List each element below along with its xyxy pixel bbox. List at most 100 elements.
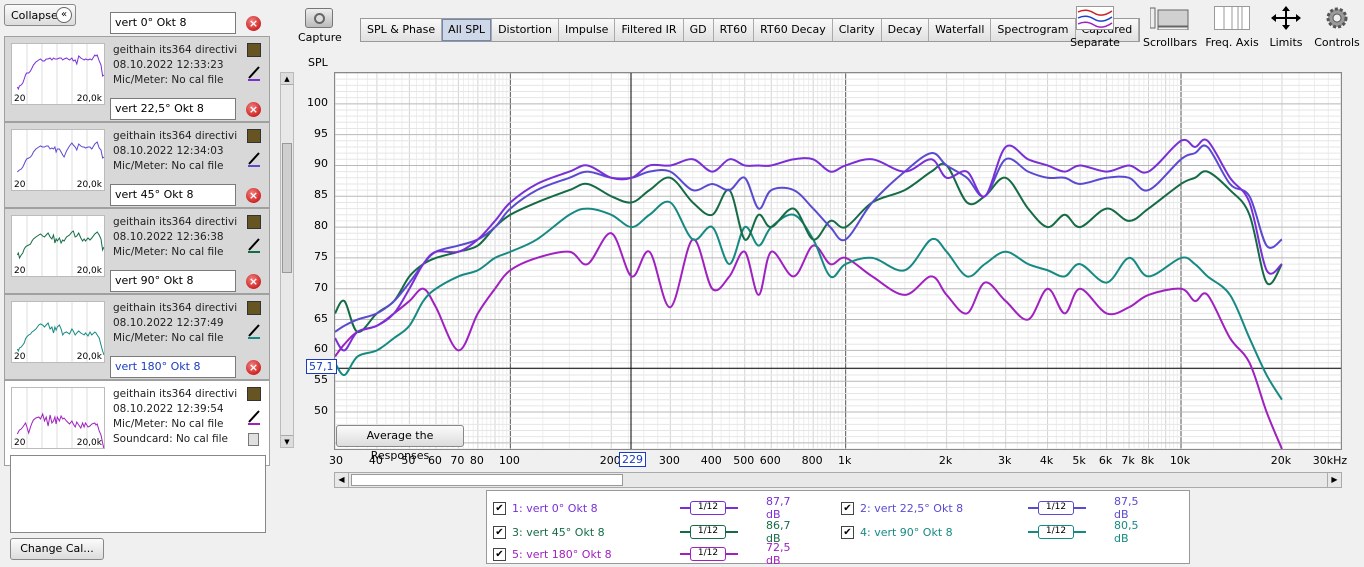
capture-button[interactable]: Capture	[298, 8, 342, 44]
tab-distortion[interactable]: Distortion	[492, 19, 559, 41]
x-tick-label: 200	[599, 454, 621, 467]
save-icon[interactable]	[247, 301, 261, 315]
legend-checkbox[interactable]: ✔	[493, 547, 506, 561]
pen-color-icon[interactable]	[247, 409, 261, 425]
smoothing-indicator[interactable]: 1/12	[690, 547, 726, 561]
tab-waterfall[interactable]: Waterfall	[929, 19, 992, 41]
y-tick-label: 75	[314, 249, 328, 263]
delete-measurement-icon[interactable]: ×	[246, 274, 261, 289]
x-tick-label: 50	[401, 454, 415, 467]
delete-measurement-icon[interactable]: ×	[246, 360, 261, 375]
measurement-name-field[interactable]: vert 22,5° Okt 8	[110, 98, 236, 120]
smoothing-indicator[interactable]: 1/12	[690, 525, 726, 539]
tab-all-spl[interactable]: All SPL	[442, 19, 493, 41]
delete-measurement-icon[interactable]: ×	[246, 16, 261, 31]
save-icon[interactable]	[247, 129, 261, 143]
pen-color-icon[interactable]	[247, 237, 261, 253]
collapse-label: Collapse	[11, 8, 58, 22]
legend-checkbox[interactable]: ✔	[493, 525, 506, 539]
separate-button[interactable]: Separate	[1070, 6, 1120, 49]
legend-item[interactable]: ✔ 2: vert 22,5° Okt 8 1/12 87,5 dB	[841, 495, 1154, 521]
tab-gd[interactable]: GD	[683, 19, 714, 41]
delete-measurement-icon[interactable]: ×	[246, 102, 261, 117]
measurement-name-field[interactable]: vert 90° Okt 8	[110, 270, 236, 292]
measurement-date: 08.10.2022 12:34:03	[113, 145, 224, 157]
trace-legend: ✔ 1: vert 0° Okt 8 1/12 87,7 dB ✔ 2: vert…	[486, 490, 1190, 567]
thumb-trace	[16, 230, 105, 260]
legend-series-name: 3: vert 45° Okt 8	[512, 525, 605, 539]
scroll-thumb[interactable]	[282, 143, 292, 273]
tab-filtered-ir[interactable]: Filtered IR	[615, 19, 684, 41]
legend-item[interactable]: ✔ 4: vert 90° Okt 8 1/12 80,5 dB	[841, 519, 1154, 545]
average-responses-button[interactable]: Average the Responses	[336, 425, 464, 462]
legend-checkbox[interactable]: ✔	[841, 525, 854, 539]
legend-item[interactable]: ✔ 5: vert 180° Okt 8 1/12 72,5 dB	[493, 541, 806, 567]
legend-level: 86,7 dB	[766, 519, 791, 545]
series-line-5	[334, 232, 1283, 450]
notes-box[interactable]	[10, 455, 266, 533]
scrollbars-button[interactable]: Scrollbars	[1143, 6, 1197, 49]
document-icon[interactable]	[248, 433, 259, 446]
x-tick-label: 4k	[1039, 454, 1054, 467]
measurement-card[interactable]: 5 20 20,0k geithain its364 directivity.m…	[4, 380, 270, 466]
y-tick-label: 95	[314, 126, 328, 140]
scroll-up-icon[interactable]: ▲	[281, 73, 293, 85]
spl-plot-area[interactable]	[334, 72, 1342, 450]
smoothing-indicator[interactable]: 1/12	[1038, 501, 1074, 515]
x-tick-label: 7k	[1121, 454, 1135, 467]
measurement-name-field[interactable]: vert 45° Okt 8	[110, 184, 236, 206]
measurement-card[interactable]: 1 20 20,0k geithain its364 directivity.m…	[4, 36, 270, 122]
scroll-down-icon[interactable]: ▼	[281, 435, 293, 447]
measurement-thumbnail: 20 20,0k	[11, 129, 105, 191]
tab-rt60-decay[interactable]: RT60 Decay	[754, 19, 833, 41]
x-tick-label: 80	[469, 454, 484, 467]
save-icon[interactable]	[247, 43, 261, 57]
x-tick-label: 600	[759, 454, 781, 467]
tab-impulse[interactable]: Impulse	[558, 19, 616, 41]
legend-series-name: 1: vert 0° Okt 8	[512, 501, 598, 515]
collapse-button[interactable]: Collapse «	[4, 4, 76, 26]
thumb-max-label: 20,0k	[76, 180, 102, 190]
scrollbars-icon	[1149, 7, 1189, 31]
freq-axis-button[interactable]: Freq. Axis	[1204, 6, 1260, 49]
measurement-mic: Mic/Meter: No cal file	[113, 246, 224, 258]
legend-item[interactable]: ✔ 3: vert 45° Okt 8 1/12 86,7 dB	[493, 519, 806, 545]
tab-spl-phase[interactable]: SPL & Phase	[361, 19, 443, 41]
smoothing-indicator[interactable]: 1/12	[1038, 525, 1074, 539]
thumb-trace	[16, 54, 105, 91]
legend-series-name: 2: vert 22,5° Okt 8	[860, 501, 964, 515]
tab-decay[interactable]: Decay	[881, 19, 930, 41]
measurement-date: 08.10.2022 12:37:49	[113, 317, 224, 329]
legend-level: 87,5 dB	[1114, 495, 1139, 521]
x-tick-label: 2k	[938, 454, 953, 467]
delete-measurement-icon[interactable]: ×	[246, 188, 261, 203]
legend-series-name: 5: vert 180° Okt 8	[512, 547, 612, 561]
capture-label: Capture	[298, 31, 342, 44]
measurement-file: geithain its364 directivity.m	[113, 388, 237, 400]
measurement-list-scrollbar[interactable]: ▲ ▼	[280, 72, 294, 448]
save-icon[interactable]	[247, 215, 261, 229]
smoothing-indicator[interactable]: 1/12	[690, 501, 726, 515]
legend-checkbox[interactable]: ✔	[841, 501, 854, 515]
save-icon[interactable]	[247, 387, 261, 401]
change-cal-button[interactable]: Change Cal...	[10, 538, 104, 560]
pen-color-icon[interactable]	[247, 65, 261, 81]
x-tick-label: 8k	[1140, 454, 1155, 467]
pen-color-icon[interactable]	[247, 323, 261, 339]
measurement-mic: Mic/Meter: No cal file	[113, 160, 224, 172]
tab-spectrogram[interactable]: Spectrogram	[991, 19, 1076, 41]
measurement-name-field[interactable]: vert 0° Okt 8	[110, 12, 236, 34]
tab-clarity[interactable]: Clarity	[832, 19, 882, 41]
scroll-left-icon[interactable]: ◀	[335, 473, 349, 487]
controls-button[interactable]: Controls	[1314, 6, 1360, 49]
h-scroll-thumb[interactable]	[351, 474, 623, 486]
frequency-scrollbar[interactable]: ◀ ▶	[334, 472, 1342, 488]
legend-checkbox[interactable]: ✔	[493, 501, 506, 515]
measurement-date: 08.10.2022 12:39:54	[113, 403, 224, 415]
scroll-right-icon[interactable]: ▶	[1327, 473, 1341, 487]
measurement-name-field[interactable]: vert 180° Okt 8	[110, 356, 236, 378]
legend-item[interactable]: ✔ 1: vert 0° Okt 8 1/12 87,7 dB	[493, 495, 806, 521]
pen-color-icon[interactable]	[247, 151, 261, 167]
tab-rt60[interactable]: RT60	[713, 19, 755, 41]
limits-button[interactable]: Limits	[1266, 6, 1306, 49]
